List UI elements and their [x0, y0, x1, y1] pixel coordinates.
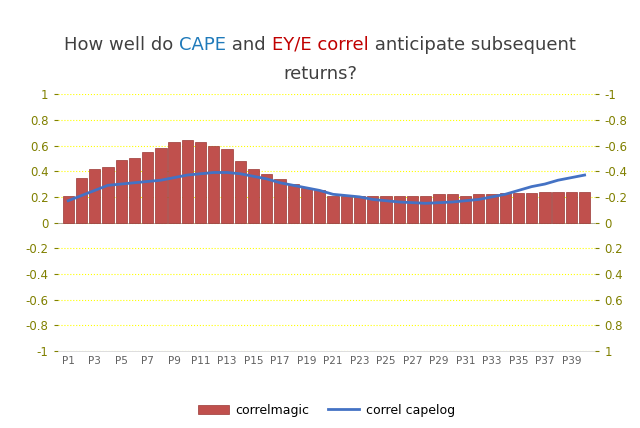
Bar — [287, 184, 299, 223]
Bar — [248, 169, 259, 223]
Legend: correlmagic, correl capelog: correlmagic, correl capelog — [193, 399, 460, 422]
Bar — [208, 146, 220, 223]
Text: and: and — [227, 36, 272, 54]
Bar — [63, 196, 74, 223]
Text: EY/E correl: EY/E correl — [272, 36, 369, 54]
Bar — [433, 194, 445, 223]
Bar — [314, 190, 325, 223]
Bar — [328, 196, 339, 223]
Bar — [526, 193, 537, 223]
Bar — [195, 142, 206, 223]
Text: How well do: How well do — [65, 36, 179, 54]
Bar — [447, 194, 458, 223]
Bar — [513, 193, 524, 223]
Bar — [540, 192, 550, 223]
Bar — [460, 196, 471, 223]
Bar — [394, 196, 405, 223]
Bar — [380, 196, 392, 223]
Bar — [407, 196, 418, 223]
Bar — [102, 167, 113, 223]
Bar — [129, 158, 140, 223]
Text: CAPE: CAPE — [179, 36, 227, 54]
Bar — [500, 193, 511, 223]
Bar — [275, 179, 285, 223]
Bar — [354, 196, 365, 223]
Bar — [235, 161, 246, 223]
Bar — [156, 148, 166, 223]
Text: anticipate subsequent: anticipate subsequent — [369, 36, 575, 54]
Bar — [168, 142, 180, 223]
Bar — [552, 192, 564, 223]
Bar — [261, 174, 273, 223]
Bar — [566, 192, 577, 223]
Bar — [301, 188, 312, 223]
Bar — [182, 140, 193, 223]
Bar — [579, 192, 590, 223]
Bar — [473, 194, 484, 223]
Bar — [221, 149, 233, 223]
Bar — [116, 160, 127, 223]
Bar — [76, 178, 87, 223]
Bar — [142, 152, 153, 223]
Bar — [89, 169, 100, 223]
Bar — [340, 196, 352, 223]
Text: returns?: returns? — [283, 65, 357, 83]
Bar — [420, 196, 431, 223]
Bar — [367, 196, 378, 223]
Bar — [486, 194, 497, 223]
